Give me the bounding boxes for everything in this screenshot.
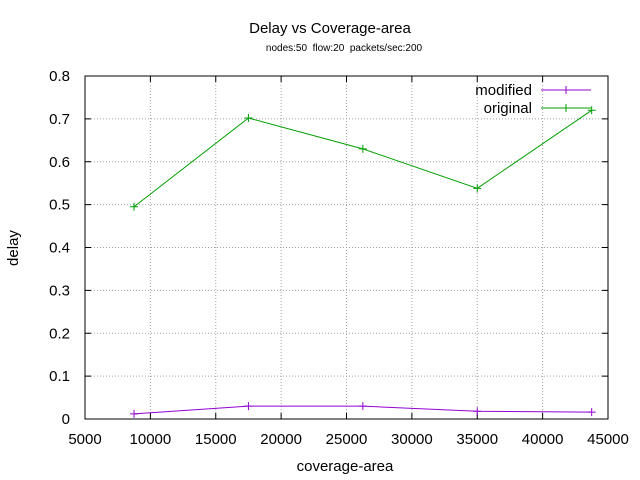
data-point-modified (358, 402, 367, 411)
series (130, 106, 596, 418)
y-tick-label: 0.6 (49, 154, 70, 171)
series-modified (130, 402, 596, 418)
plot-frame (84, 75, 609, 420)
legend-marker-original (562, 104, 570, 112)
series-original (130, 106, 596, 211)
chart-subtitle: nodes:50 flow:20 packets/sec:200 (266, 43, 423, 54)
y-tick-label: 0.7 (49, 111, 70, 128)
legend-label-modified: modified (475, 82, 532, 99)
data-point-original (244, 114, 253, 123)
y-tick-label: 0.1 (49, 368, 70, 385)
x-tick-label: 5000 (68, 431, 101, 448)
series-line-original (133, 109, 592, 208)
y-tick-label: 0 (62, 411, 70, 428)
data-point-modified (473, 407, 482, 416)
y-tick-label: 0.5 (49, 197, 70, 214)
data-point-modified (130, 409, 139, 418)
y-axis-label: delay (5, 230, 22, 266)
x-tick-label: 10000 (130, 431, 172, 448)
x-tick-label: 25000 (326, 431, 368, 448)
axis-ticks: 5000 10000 15000 20000 25000 30000 35000 40000 4… (49, 68, 629, 448)
data-point-original (358, 144, 367, 153)
y-tick-label: 0.3 (49, 282, 70, 299)
data-point-modified (587, 408, 596, 417)
x-tick-label: 30000 (391, 431, 433, 448)
legend-marker-modified (562, 86, 570, 94)
x-tick-label: 15000 (195, 431, 237, 448)
data-point-original (473, 184, 482, 193)
x-tick-label: 20000 (260, 431, 302, 448)
data-point-original (587, 106, 596, 115)
grid (85, 76, 608, 419)
data-point-original (130, 202, 139, 211)
chart-title: Delay vs Coverage-area (249, 20, 411, 37)
x-tick-label: 45000 (587, 431, 629, 448)
data-point-modified (244, 402, 253, 411)
x-tick-label: 40000 (522, 431, 564, 448)
y-tick-label: 0.4 (49, 240, 70, 257)
y-tick-label: 0.8 (49, 68, 70, 85)
y-tick-label: 0.2 (49, 325, 70, 342)
x-tick-label: 35000 (456, 431, 498, 448)
x-axis-label: coverage-area (297, 458, 394, 475)
legend-label-original: original (484, 100, 532, 117)
